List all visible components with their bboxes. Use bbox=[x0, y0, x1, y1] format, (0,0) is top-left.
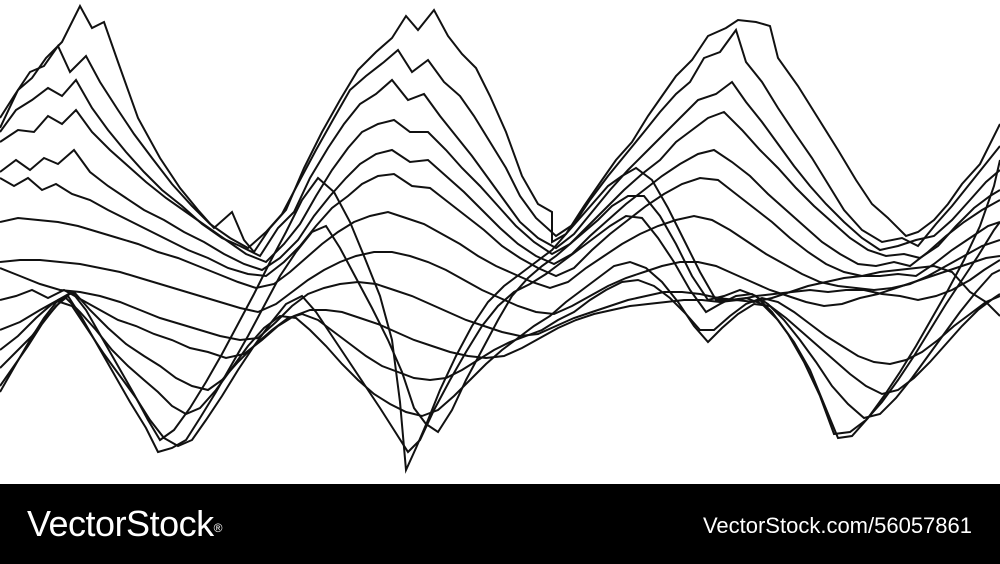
wave-line-9 bbox=[0, 264, 1000, 342]
vectorstock-logo: VectorStock® bbox=[27, 502, 222, 546]
wave-line-3 bbox=[0, 78, 1000, 258]
wave-line-5 bbox=[0, 148, 1000, 272]
image-id-text: VectorStock.com/56057861 bbox=[702, 513, 972, 538]
wave-line-1 bbox=[0, 3, 1000, 254]
wave-line-2 bbox=[0, 27, 1000, 250]
watermark-footer-bar: VectorStock® VectorStock.com/56057861 bbox=[0, 484, 1000, 564]
wave-lines-svg bbox=[0, 3, 1000, 474]
wave-lines-artwork bbox=[0, 3, 1000, 474]
registered-mark: ® bbox=[213, 521, 223, 535]
wave-line-11 bbox=[0, 278, 1000, 392]
wave-line-13 bbox=[0, 214, 1000, 454]
wave-line-7 bbox=[0, 210, 1000, 292]
wave-line-14 bbox=[0, 195, 1000, 454]
wave-line-15 bbox=[0, 159, 1000, 474]
wave-line-10 bbox=[0, 259, 1000, 360]
logo-text: VectorStock bbox=[27, 503, 214, 544]
wave-line-6 bbox=[0, 172, 1000, 278]
wave-line-4 bbox=[0, 108, 1000, 264]
wave-line-12 bbox=[0, 260, 1000, 418]
